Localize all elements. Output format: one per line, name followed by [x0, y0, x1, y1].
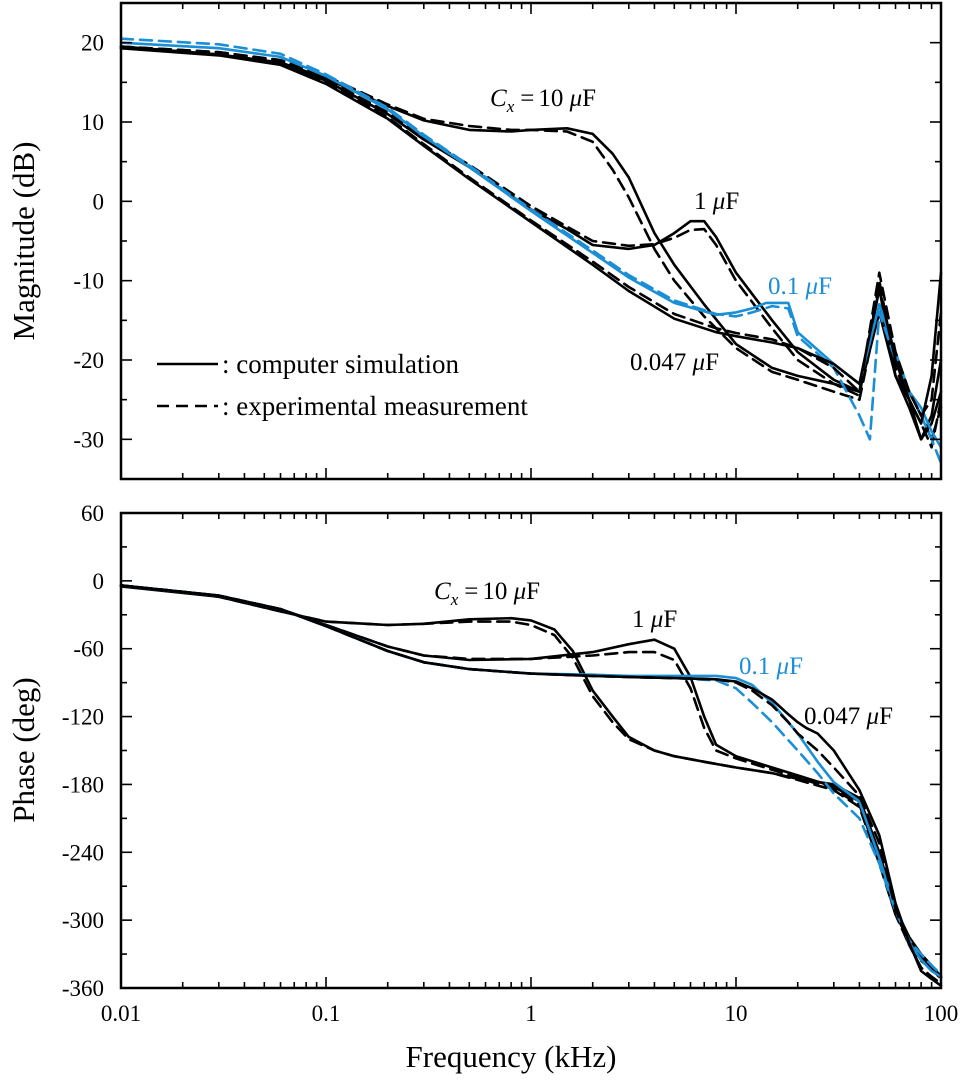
- ph-annot-0.047uF-mu: μ: [866, 703, 880, 730]
- magnitude-y-tick-label: -20: [73, 348, 104, 373]
- ph-annot-10uF-unit: F: [526, 578, 540, 605]
- ph-annot-1uF-mu: μ: [650, 606, 664, 633]
- magnitude-y-tick-label: -30: [73, 427, 104, 452]
- ph-annot-0.1uF-num: 0.1: [739, 653, 777, 680]
- ph-annot-10uF-c: C: [434, 578, 451, 605]
- x-tick-label: 0.01: [101, 1001, 141, 1026]
- mag-annot-1uF-num: 1: [694, 188, 713, 215]
- magnitude-y-tick-label: 0: [93, 189, 105, 214]
- ph-annot-10uF-eq: =: [464, 578, 478, 605]
- magnitude-y-tick-label: -10: [73, 269, 104, 294]
- magnitude-y-tick-label: 10: [81, 110, 104, 135]
- x-tick-label: 100: [924, 1001, 959, 1026]
- ph-annot-0.047uF-unit: F: [879, 703, 893, 730]
- magnitude-curves: [119, 37, 943, 465]
- phase-y-tick-label: -360: [62, 976, 104, 1001]
- mag-annot-0.1uF-num: 0.1: [768, 273, 806, 300]
- x-tick-label: 0.1: [312, 1001, 341, 1026]
- legend-label-simulation: : computer simulation: [222, 349, 459, 379]
- phase-annotation-0.1uF: 0.1 μF: [739, 653, 803, 680]
- legend-label-measurement: : experimental measurement: [222, 391, 528, 421]
- phase-y-tick-label: -180: [62, 772, 104, 797]
- mag-annotation-10uF: Cx = 10 μF: [490, 85, 596, 116]
- phase-panel: 600-60-120-180-240-300-360 0.01 0.1 1 10 100…: [6, 501, 958, 1074]
- mag-annot-10uF-num: 10: [538, 85, 569, 112]
- magnitude-y-tick-labels: 20 10 0 -10 -20 -30: [73, 31, 104, 453]
- phase-series-0.1uF-measurement: [119, 584, 943, 976]
- magnitude-plot-frame: [119, 1, 943, 481]
- mag-annot-10uF-c: C: [490, 85, 507, 112]
- ph-annot-1uF-num: 1: [632, 606, 651, 633]
- mag-annot-10uF-unit: F: [582, 85, 596, 112]
- mag-annot-10uF-eq: =: [520, 85, 534, 112]
- phase-series-1uF-simulation: [119, 584, 943, 979]
- magnitude-y-tick-label: 20: [81, 31, 104, 56]
- mag-annotation-0.047uF: 0.047 μF: [630, 349, 719, 376]
- mag-annotation-0.1uF: 0.1 μF: [768, 273, 832, 300]
- ph-annot-10uF-sub: x: [450, 590, 459, 609]
- phase-annotation-0.047uF: 0.047 μF: [804, 703, 893, 730]
- phase-y-tick-label: -240: [62, 840, 104, 865]
- phase-plot-frame: [119, 511, 943, 990]
- ph-annot-0.1uF-mu: μ: [776, 653, 790, 680]
- phase-y-tick-labels: 60 0 -60 -120 -180 -240 -300 -360: [62, 501, 104, 1001]
- mag-annot-1uF-mu: μ: [712, 188, 726, 215]
- mag-annot-1uF-unit: F: [725, 188, 739, 215]
- ph-annot-10uF-num: 10: [482, 578, 513, 605]
- ph-annot-1uF-unit: F: [663, 606, 677, 633]
- magnitude-series-10uF-simulation: [119, 45, 943, 441]
- phase-annotation-1uF: 1 μF: [632, 606, 677, 633]
- magnitude-y-axis-title: Magnitude (dB): [6, 142, 41, 341]
- phase-y-tick-label: -60: [73, 637, 104, 662]
- ph-annot-0.1uF-unit: F: [789, 653, 803, 680]
- phase-series-0.047uF-measurement: [119, 584, 943, 985]
- phase-annotation-10uF: Cx = 10 μF: [434, 578, 540, 609]
- mag-annotation-1uF: 1 μF: [694, 188, 739, 215]
- mag-annot-0.047uF-mu: μ: [692, 349, 706, 376]
- mag-annot-10uF-mu: μ: [569, 85, 583, 112]
- mag-annot-0.047uF-unit: F: [705, 349, 719, 376]
- mag-annot-0.1uF-unit: F: [818, 273, 832, 300]
- x-axis-title: Frequency (kHz): [406, 1039, 617, 1074]
- magnitude-series-0.047uF-measurement: [119, 46, 943, 417]
- phase-y-tick-label: -300: [62, 908, 104, 933]
- ph-annot-0.047uF-num: 0.047: [804, 703, 867, 730]
- legend: : computer simulation : experimental mea…: [157, 349, 528, 421]
- phase-y-axis-title: Phase (deg): [6, 677, 41, 822]
- x-tick-label: 1: [525, 1001, 537, 1026]
- ph-annot-10uF-mu: μ: [513, 578, 527, 605]
- phase-y-tick-label: 60: [81, 501, 104, 526]
- phase-y-tick-label: 0: [93, 569, 105, 594]
- mag-annot-0.047uF-num: 0.047: [630, 349, 693, 376]
- x-tick-label: 10: [725, 1001, 748, 1026]
- mag-annot-10uF-sub: x: [506, 97, 515, 116]
- phase-curves: [119, 584, 943, 988]
- phase-y-tick-label: -120: [62, 705, 104, 730]
- magnitude-panel: 20 10 0 -10 -20 -30 Magnitude (dB) : computer…: [6, 1, 943, 481]
- magnitude-series-0.047uF-simulation: [119, 46, 943, 425]
- phase-x-tick-labels: 0.01 0.1 1 10 100: [101, 1001, 958, 1026]
- mag-annot-0.1uF-mu: μ: [805, 273, 819, 300]
